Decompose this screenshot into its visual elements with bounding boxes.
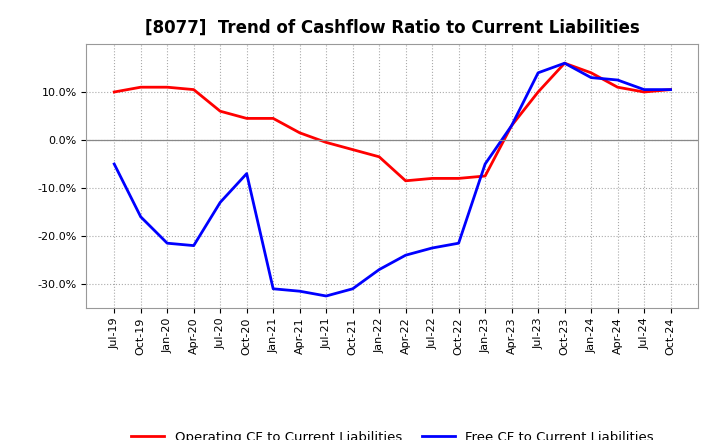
Operating CF to Current Liabilities [269, 116, 277, 121]
Free CF to Current Liabilities [640, 87, 649, 92]
Operating CF to Current Liabilities [163, 84, 171, 90]
Free CF to Current Liabilities [375, 267, 384, 272]
Operating CF to Current Liabilities [666, 87, 675, 92]
Free CF to Current Liabilities [295, 289, 304, 294]
Operating CF to Current Liabilities [508, 123, 516, 128]
Free CF to Current Liabilities [163, 241, 171, 246]
Operating CF to Current Liabilities [587, 70, 595, 75]
Free CF to Current Liabilities [110, 161, 119, 167]
Operating CF to Current Liabilities [110, 89, 119, 95]
Line: Free CF to Current Liabilities: Free CF to Current Liabilities [114, 63, 670, 296]
Line: Operating CF to Current Liabilities: Operating CF to Current Liabilities [114, 63, 670, 181]
Operating CF to Current Liabilities [375, 154, 384, 159]
Operating CF to Current Liabilities [428, 176, 436, 181]
Operating CF to Current Liabilities [243, 116, 251, 121]
Free CF to Current Liabilities [560, 61, 569, 66]
Operating CF to Current Liabilities [481, 173, 490, 179]
Free CF to Current Liabilities [534, 70, 542, 75]
Operating CF to Current Liabilities [348, 147, 357, 152]
Title: [8077]  Trend of Cashflow Ratio to Current Liabilities: [8077] Trend of Cashflow Ratio to Curren… [145, 19, 640, 37]
Free CF to Current Liabilities [136, 214, 145, 220]
Free CF to Current Liabilities [189, 243, 198, 248]
Operating CF to Current Liabilities [560, 61, 569, 66]
Free CF to Current Liabilities [428, 246, 436, 251]
Free CF to Current Liabilities [613, 77, 622, 83]
Operating CF to Current Liabilities [401, 178, 410, 183]
Operating CF to Current Liabilities [136, 84, 145, 90]
Operating CF to Current Liabilities [216, 109, 225, 114]
Free CF to Current Liabilities [508, 123, 516, 128]
Free CF to Current Liabilities [401, 253, 410, 258]
Free CF to Current Liabilities [243, 171, 251, 176]
Operating CF to Current Liabilities [534, 89, 542, 95]
Legend: Operating CF to Current Liabilities, Free CF to Current Liabilities: Operating CF to Current Liabilities, Fre… [126, 425, 659, 440]
Operating CF to Current Liabilities [454, 176, 463, 181]
Operating CF to Current Liabilities [322, 140, 330, 145]
Free CF to Current Liabilities [454, 241, 463, 246]
Operating CF to Current Liabilities [189, 87, 198, 92]
Free CF to Current Liabilities [269, 286, 277, 291]
Free CF to Current Liabilities [322, 293, 330, 299]
Free CF to Current Liabilities [348, 286, 357, 291]
Operating CF to Current Liabilities [295, 130, 304, 136]
Free CF to Current Liabilities [666, 87, 675, 92]
Free CF to Current Liabilities [216, 200, 225, 205]
Free CF to Current Liabilities [481, 161, 490, 167]
Free CF to Current Liabilities [587, 75, 595, 80]
Operating CF to Current Liabilities [613, 84, 622, 90]
Operating CF to Current Liabilities [640, 89, 649, 95]
